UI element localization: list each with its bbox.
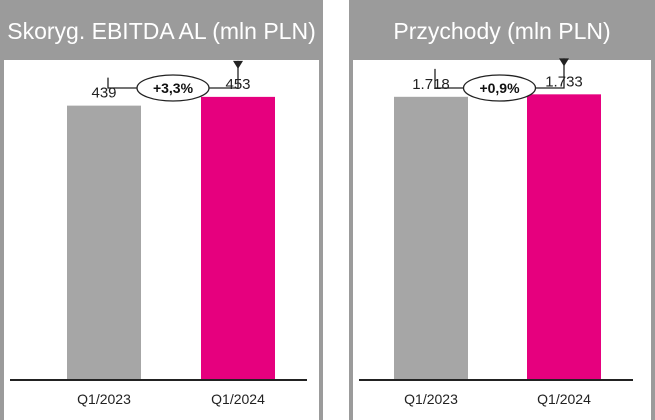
data-label: 439 — [91, 85, 116, 102]
data-label: 1.718 — [412, 76, 450, 93]
arrow-down-icon — [559, 58, 569, 67]
chart-title: Skoryg. EBITDA AL (mln PLN) — [7, 18, 316, 44]
revenue-chart-panel: Przychody (mln PLN) 1.718 Q1/2023 1.733 Q1/… — [349, 0, 655, 420]
chart-area: 1.718 Q1/2023 1.733 Q1/2024 +0,9% — [353, 58, 651, 420]
change-label: +0,9% — [479, 80, 520, 96]
x-tick-label: Q1/2023 — [404, 391, 458, 407]
bar-Q1/2023 — [67, 105, 141, 380]
arrow-down-icon — [233, 60, 243, 69]
bar-Q1/2023 — [394, 96, 468, 381]
bar-Q1/2024 — [527, 94, 601, 380]
x-tick-label: Q1/2024 — [211, 391, 265, 407]
x-tick-label: Q1/2023 — [77, 391, 131, 407]
change-badge — [462, 74, 537, 102]
bar-Q1/2024 — [201, 96, 275, 380]
chart-title: Przychody (mln PLN) — [393, 18, 611, 44]
change-label: +3,3% — [153, 80, 194, 96]
change-badge — [136, 74, 210, 102]
x-tick-label: Q1/2024 — [537, 391, 591, 407]
ebitda-chart-panel: Skoryg. EBITDA AL (mln PLN) 439 Q1/2023 45… — [0, 0, 323, 420]
chart-area: 439 Q1/2023 453 Q1/2024 +3,3% — [4, 60, 319, 420]
